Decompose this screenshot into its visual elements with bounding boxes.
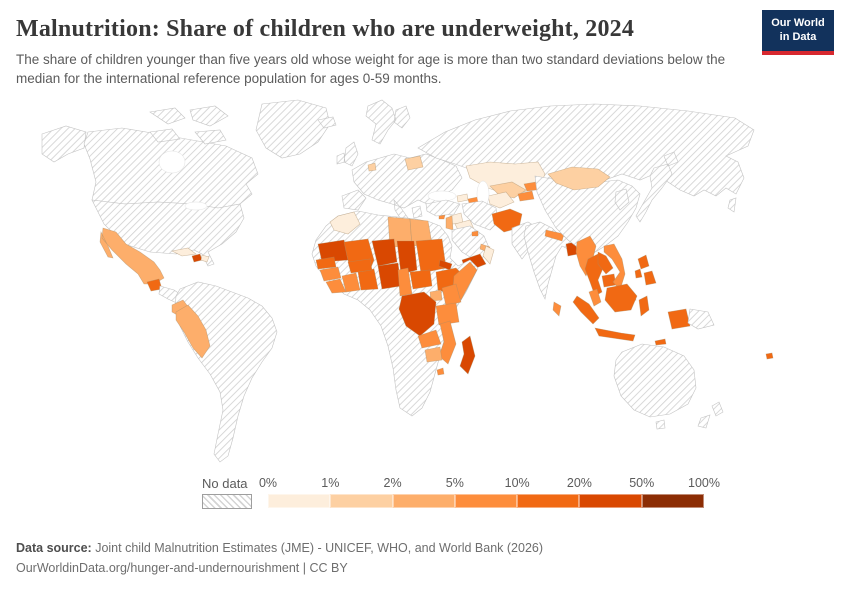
- legend-tick-label: 100%: [688, 476, 720, 491]
- link-license-line[interactable]: OurWorldinData.org/hunger-and-undernouri…: [16, 561, 348, 576]
- country-turkmenistan[interactable]: [487, 191, 515, 209]
- region-turkey[interactable]: [425, 200, 461, 217]
- legend-bin-20-50%[interactable]: [579, 494, 642, 509]
- country-niger[interactable]: [371, 238, 398, 267]
- country-democratic-republic-of-congo[interactable]: [398, 291, 437, 337]
- country-fiji[interactable]: [765, 352, 774, 360]
- country-haiti[interactable]: [191, 253, 203, 263]
- great-lakes: [184, 202, 208, 211]
- country-morocco[interactable]: [329, 211, 361, 235]
- legend-tick-label: 10%: [504, 476, 530, 491]
- no-data-label: No data: [202, 476, 248, 492]
- country-nigeria[interactable]: [377, 262, 402, 290]
- hudson-bay: [158, 151, 186, 174]
- data-source-text: Joint child Malnutrition Estimates (JME)…: [91, 541, 544, 556]
- region-australia[interactable]: [613, 344, 697, 430]
- black-sea: [427, 191, 457, 202]
- country-kenya[interactable]: [441, 283, 462, 307]
- country-guinea[interactable]: [319, 266, 342, 282]
- country-zimbabwe[interactable]: [424, 346, 443, 363]
- country-dominican-republic[interactable]: [200, 254, 210, 263]
- country-tanzania[interactable]: [435, 302, 460, 326]
- country-eswatini-lesotho[interactable]: [436, 367, 445, 376]
- legend-tick-label: 20%: [566, 476, 592, 491]
- owid-logo[interactable]: Our World in Data: [762, 10, 834, 55]
- owid-chart: Our World in Data Malnutrition: Share of…: [16, 10, 834, 578]
- country-sudan[interactable]: [415, 238, 447, 274]
- region-arctic-islands[interactable]: [149, 105, 229, 145]
- country-timor-leste[interactable]: [654, 338, 667, 346]
- country-tajikistan[interactable]: [517, 190, 535, 202]
- country-sri-lanka[interactable]: [552, 301, 562, 317]
- data-source-label: Data source:: [16, 541, 92, 556]
- region-papua-new-guinea[interactable]: [687, 308, 715, 330]
- country-cuba[interactable]: [171, 247, 197, 257]
- country-georgia[interactable]: [456, 193, 469, 203]
- region-new-zealand[interactable]: [697, 401, 724, 429]
- country-senegal[interactable]: [315, 256, 337, 270]
- country-peru[interactable]: [175, 304, 211, 359]
- legend-bin-5-10%[interactable]: [454, 494, 518, 509]
- country-central-african-republic[interactable]: [409, 269, 433, 290]
- country-philippines[interactable]: [634, 254, 657, 286]
- legend-bin-1-2%[interactable]: [330, 494, 393, 509]
- region-greenland[interactable]: [255, 100, 331, 159]
- data-source-line: Data source: Joint child Malnutrition Es…: [16, 538, 834, 558]
- country-laos[interactable]: [597, 251, 614, 275]
- legend-tick-label: 50%: [629, 476, 655, 491]
- country-mongolia[interactable]: [547, 167, 611, 191]
- page-subtitle: The share of children younger than five …: [16, 52, 726, 87]
- legend-bin-50-100%[interactable]: [641, 494, 704, 509]
- legend-tick-label: 0%: [258, 476, 278, 491]
- country-madagascar[interactable]: [459, 335, 476, 375]
- country-malawi-mozambique[interactable]: [438, 320, 457, 365]
- country-burkina-faso[interactable]: [347, 258, 373, 274]
- region-japan[interactable]: [635, 151, 679, 223]
- country-zambia[interactable]: [417, 329, 442, 349]
- world-map-container: [16, 96, 834, 474]
- legend-color-bar: 0% 1% 2% 5% 10% 20% 50% 100%: [259, 476, 720, 509]
- region-iceland[interactable]: [317, 116, 337, 129]
- chart-footer: Data source: Joint child Malnutrition Es…: [16, 538, 834, 578]
- legend-bin-10-20%[interactable]: [517, 494, 580, 509]
- region-alaska[interactable]: [41, 125, 87, 163]
- no-data-swatch[interactable]: [202, 494, 252, 510]
- page-title: Malnutrition: Share of children who are …: [16, 16, 635, 42]
- country-belarus[interactable]: [404, 155, 424, 171]
- country-kuwait[interactable]: [471, 230, 479, 237]
- country-oman[interactable]: [482, 245, 495, 265]
- region-korea[interactable]: [614, 188, 630, 211]
- country-levant[interactable]: [445, 215, 454, 231]
- region-british-isles[interactable]: [336, 141, 359, 167]
- region-iran[interactable]: [461, 201, 499, 231]
- country-cyprus[interactable]: [438, 214, 446, 220]
- legend-tick-label: 1%: [321, 476, 340, 491]
- country-netherlands[interactable]: [367, 162, 377, 172]
- region-scandinavia[interactable]: [365, 99, 411, 145]
- owid-logo-line1: Our World: [771, 17, 825, 29]
- legend-bin-0-1%[interactable]: [268, 494, 331, 509]
- map-legend: No data 0% 1% 2% 5% 10% 20% 50% 100%: [202, 476, 834, 522]
- legend-tick-label: 2%: [383, 476, 402, 491]
- owid-logo-line2: in Data: [779, 30, 817, 43]
- country-indonesia[interactable]: [572, 283, 691, 342]
- legend-tick-label: 5%: [445, 476, 464, 491]
- country-nepal[interactable]: [544, 229, 565, 242]
- world-map: [41, 99, 774, 463]
- country-chad[interactable]: [396, 241, 418, 275]
- country-cote-divoire[interactable]: [341, 272, 361, 293]
- legend-bin-2-5%[interactable]: [392, 494, 455, 509]
